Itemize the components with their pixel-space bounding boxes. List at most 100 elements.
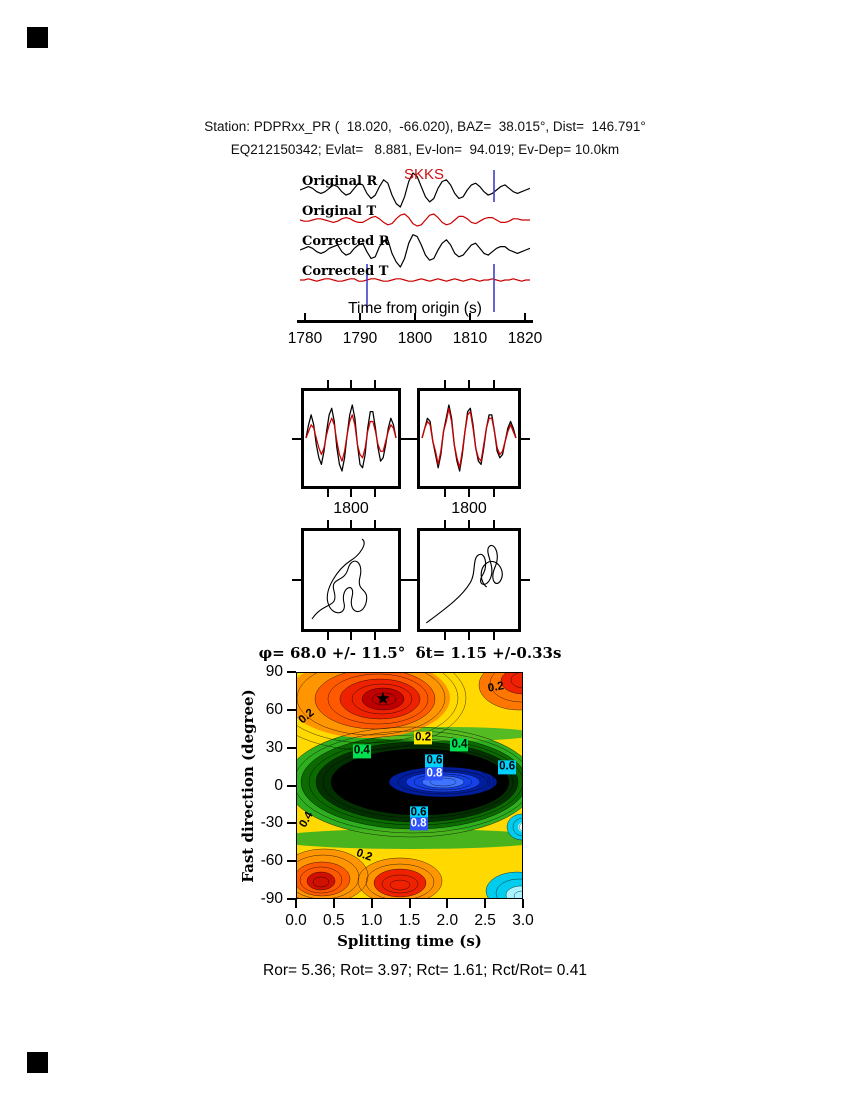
axis-tick: [304, 313, 306, 320]
axis-tick: [295, 899, 297, 908]
axis-tick: [524, 313, 526, 320]
axis-tick: [326, 489, 329, 497]
particle-motion-panel-2: [408, 520, 530, 640]
axis-tick: [484, 899, 487, 908]
axis-tick: [350, 489, 352, 497]
y-tick-label: -60: [260, 852, 283, 870]
waveform-window-panel-2: [408, 380, 530, 497]
axis-tick: [373, 632, 376, 640]
event-header: EQ212150342; Evlat= 8.881, Ev-lon= 94.01…: [230, 142, 620, 157]
waveform-trace: [421, 407, 517, 469]
window-panel-2-tick: 1800: [451, 500, 487, 517]
y-tick-label: 30: [265, 738, 283, 756]
trace-label-corrected-r: Corrected R: [302, 234, 390, 249]
waveform-trace: [300, 234, 530, 268]
contour-level-label: 0.4: [352, 744, 371, 759]
x-tick-label: 0.0: [285, 912, 307, 929]
time-axis-tick-labels: 1780 1790 1800 1810 1820: [288, 330, 542, 350]
axis-tick: [446, 899, 449, 908]
x-tick-label: 2.5: [474, 912, 496, 929]
x-tick-label: 1.5: [398, 912, 421, 929]
best-fit-star-icon: ★: [375, 688, 391, 708]
axis-tick: [492, 632, 495, 640]
axis-tick: [287, 671, 296, 673]
trace-label-original-t: Original T: [302, 204, 377, 219]
axis-tick: [408, 899, 411, 908]
waveform-window-svg-1: [305, 404, 397, 472]
axis-tick: [292, 437, 301, 440]
axis-tick: [350, 380, 352, 388]
registration-mark: [27, 27, 48, 48]
contour-level-label: 0.2: [486, 679, 505, 695]
time-tick-label: 1780: [287, 330, 323, 347]
seismogram-svg: [300, 170, 530, 312]
quality-footer: Ror= 5.36; Rot= 3.97; Rct= 1.61; Rct/Rot…: [263, 962, 587, 979]
waveform-trace: [305, 414, 397, 462]
time-axis: [297, 313, 533, 323]
time-tick-label: 1790: [342, 330, 378, 347]
axis-tick: [326, 632, 329, 640]
time-tick-label: 1810: [452, 330, 488, 347]
waveform-trace: [300, 172, 530, 208]
waveform-trace: [305, 404, 397, 472]
y-tick-label: -30: [260, 814, 283, 832]
axis-tick: [408, 579, 417, 581]
y-tick-label: -90: [260, 890, 283, 907]
axis-tick: [332, 899, 335, 908]
particle-motion-path: [425, 545, 503, 624]
contour-level-label: 0.6: [498, 760, 517, 774]
axis-tick: [468, 632, 470, 640]
y-tick-label: 60: [265, 700, 283, 718]
contour-level-label: 0.6: [425, 753, 444, 768]
contour-level-label: 0.8: [409, 817, 428, 831]
error-surface-plot: 90 60 30 0 -30 -60 -90 0.0 0.5 1.0 1.5 2.0 2.5 3.0 0.2…: [261, 663, 534, 929]
axis-tick: [468, 380, 470, 388]
x-axis-title: Splitting time (s): [337, 932, 482, 950]
x-tick-label: 0.5: [323, 912, 345, 929]
axis-tick: [359, 313, 361, 320]
axis-tick: [370, 899, 373, 908]
waveform-trace: [421, 404, 517, 472]
axis-tick: [443, 380, 446, 388]
axis-tick: [287, 898, 296, 900]
y-tick-label: 0: [274, 776, 283, 794]
time-tick-label: 1800: [397, 330, 433, 347]
axis-tick: [443, 520, 446, 528]
axis-tick: [373, 380, 376, 388]
axis-tick: [408, 437, 417, 440]
axis-tick: [522, 899, 524, 908]
waveform-trace: [300, 213, 530, 227]
axis-tick: [521, 579, 530, 581]
y-tick-label: 90: [265, 663, 283, 680]
particle-motion-path: [311, 538, 368, 620]
axis-tick: [326, 520, 329, 528]
axis-tick: [373, 489, 376, 497]
axis-tick: [401, 437, 410, 440]
trace-label-corrected-t: Corrected T: [302, 264, 389, 279]
axis-tick: [287, 822, 296, 825]
axis-tick: [492, 489, 495, 497]
axis-tick: [521, 437, 530, 440]
x-tick-label: 1.0: [360, 912, 383, 929]
axis-tick: [492, 380, 495, 388]
y-axis-title: Fast direction (degree): [239, 689, 257, 883]
contour-level-label: 0.6: [409, 806, 428, 820]
axis-tick: [350, 520, 352, 528]
axis-tick: [292, 579, 301, 581]
waveform-trace: [300, 278, 530, 282]
time-axis-title: Time from origin (s): [348, 300, 482, 317]
x-tick-label: 3.0: [512, 912, 534, 929]
contour-level-label: 0.4: [450, 738, 469, 752]
axis-tick: [468, 489, 470, 497]
time-tick-label: 1820: [507, 330, 543, 347]
trace-label-original-r: Original R: [302, 174, 378, 189]
splitting-result-title: φ= 68.0 +/- 11.5° δt= 1.15 +/-0.33s: [258, 644, 562, 662]
particle-motion-panel-1: [292, 520, 410, 640]
waveform-window-svg-2: [421, 404, 517, 472]
registration-mark: [27, 1052, 48, 1073]
window-panel-1-tick: 1800: [333, 500, 369, 517]
seismogram-panel: Original R Original T Corrected R Correc…: [300, 166, 530, 316]
contour-level-label: 0.8: [425, 767, 444, 781]
contour-level-label: 0.2: [414, 731, 433, 745]
